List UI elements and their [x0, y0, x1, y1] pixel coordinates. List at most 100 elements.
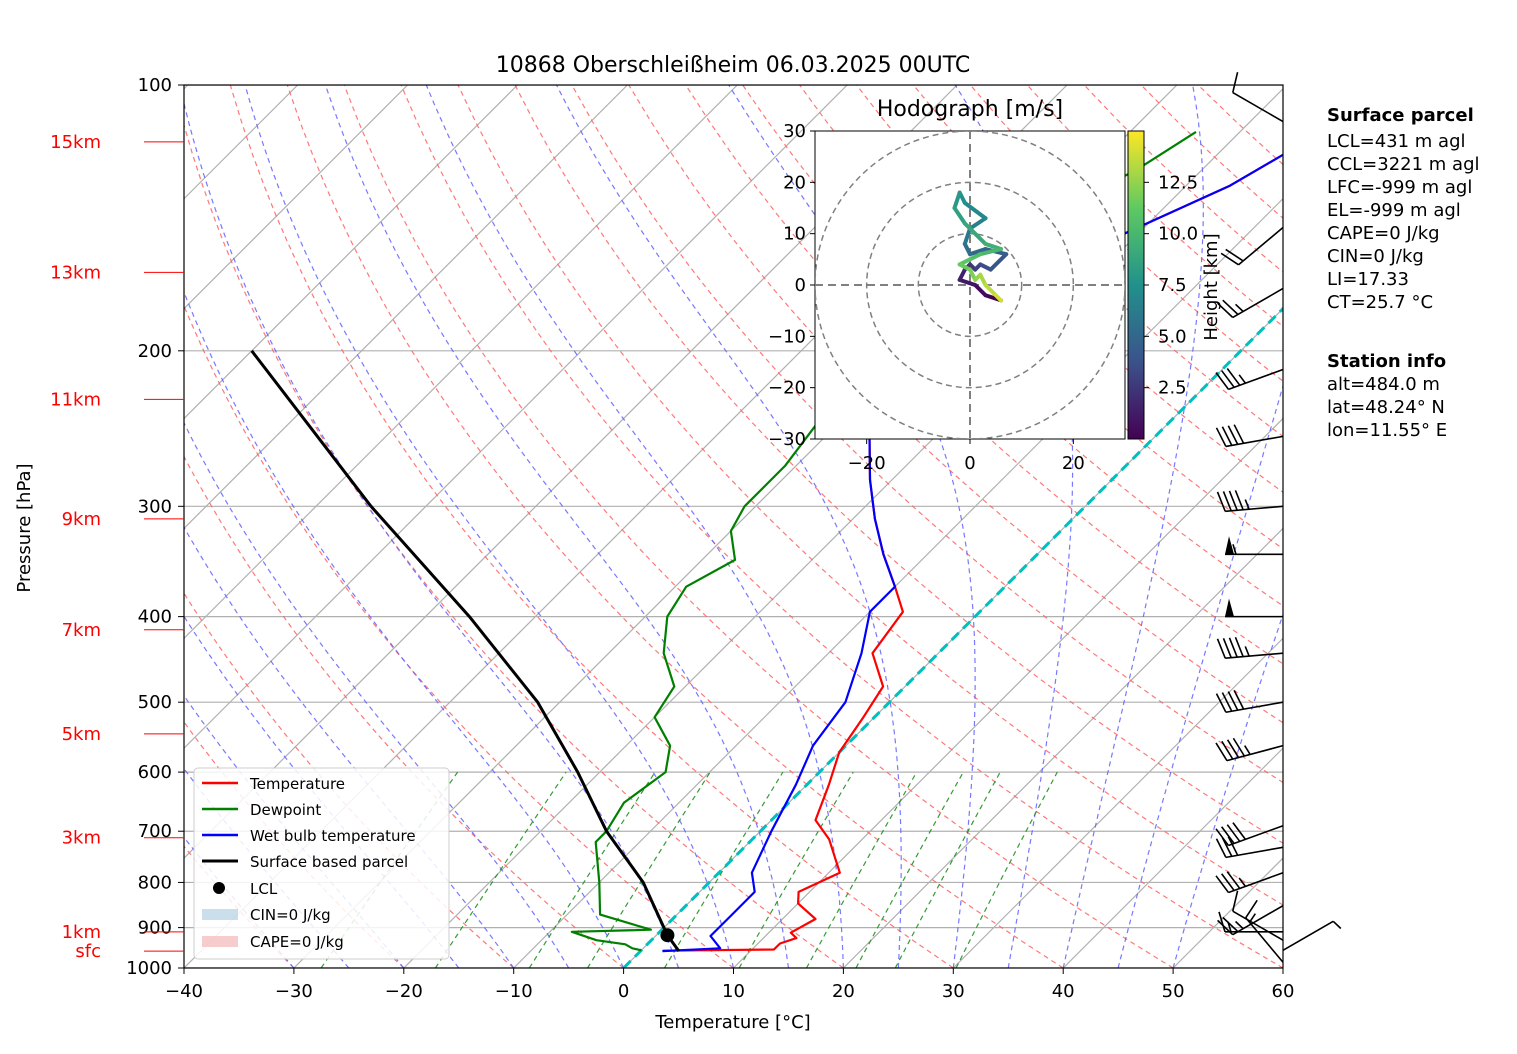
surface-parcel-line: CIN=0 J/kg	[1327, 246, 1424, 267]
dry-adiabat	[184, 123, 844, 968]
barb-half	[1238, 374, 1247, 384]
legend-lcl-marker	[213, 882, 225, 894]
isotherm-line	[184, 85, 738, 640]
station-info-line: alt=484.0 m	[1327, 374, 1440, 395]
barb-staff	[1232, 910, 1284, 941]
hodograph-segment	[962, 221, 988, 246]
wind-barb	[1225, 598, 1283, 618]
dry-adiabat	[457, 85, 1283, 906]
barb-full	[1231, 72, 1239, 93]
wind-barb	[1220, 226, 1284, 266]
legend-parcel-label: Surface based parcel	[250, 853, 408, 871]
barb-full	[1218, 911, 1226, 933]
barb-staff	[1245, 917, 1284, 963]
barb-half	[1244, 499, 1250, 510]
hodograph-segment	[988, 252, 1009, 272]
surface-based-parcel-line	[250, 349, 681, 952]
colorbar-tick-label: 12.5	[1158, 172, 1198, 193]
wind-barb	[1225, 536, 1283, 556]
barb-full	[1222, 638, 1232, 658]
x-tick-label: −20	[385, 981, 423, 1002]
barb-staff	[1225, 846, 1284, 859]
isotherm-line	[842, 527, 1283, 968]
dry-adiabat	[184, 720, 405, 968]
legend-cape-swatch	[202, 936, 238, 947]
barb-half	[1232, 544, 1237, 555]
barb-full	[1215, 427, 1227, 447]
isotherm-line	[513, 197, 1283, 968]
mixing-ratio-line	[955, 771, 1058, 968]
wind-barb	[1215, 368, 1284, 391]
isotherm-line	[184, 85, 848, 750]
x-tick-label: −40	[165, 981, 203, 1002]
isotherm-line	[184, 85, 409, 310]
legend-frame	[193, 767, 450, 960]
barb-full	[1231, 890, 1239, 912]
hodograph-segment	[957, 277, 978, 287]
barb-full	[1234, 490, 1244, 511]
colorbar-tick-label: 2.5	[1158, 378, 1187, 399]
hodograph-title: Hodograph [m/s]	[877, 97, 1063, 122]
hodograph-y-tick-label: 10	[783, 224, 806, 245]
dry-adiabat	[343, 85, 1174, 968]
barb-half	[1332, 920, 1342, 930]
barb-full	[1221, 692, 1233, 712]
height-label: 5km	[62, 724, 101, 745]
surface-parcel-line: LCL=431 m agl	[1327, 131, 1466, 152]
barb-staff	[1225, 505, 1284, 513]
dry-adiabat	[184, 455, 624, 968]
x-tick-label: −10	[495, 981, 533, 1002]
x-tick-label: 10	[722, 981, 745, 1002]
y-tick-label: 500	[138, 692, 172, 713]
barb-half	[1244, 646, 1250, 657]
x-tick-label: −30	[275, 981, 313, 1002]
moist-adiabat	[1117, 383, 1283, 968]
side-panel: Surface parcel LCL=431 m agl CCL=3221 m …	[1327, 105, 1480, 441]
barb-full	[1216, 491, 1226, 512]
barb-full	[1220, 252, 1240, 266]
barb-full	[1215, 693, 1227, 713]
freezing-line	[622, 306, 1283, 968]
barb-full	[1232, 822, 1247, 840]
x-tick-label: 50	[1162, 981, 1185, 1002]
surface-parcel-line: CT=25.7 °C	[1327, 292, 1433, 313]
hodograph: Hodograph [m/s] −30 −20 −10 0 10 20 30 −20 0 20 H…	[768, 97, 1222, 474]
barb-full	[1228, 490, 1238, 511]
height-label: 13km	[50, 262, 101, 283]
hodograph-y-tick-label: −30	[768, 429, 806, 450]
mixing-ratio-line	[586, 771, 711, 968]
height-label: 1km	[62, 922, 101, 943]
colorbar-tick-label: 7.5	[1158, 275, 1187, 296]
colorbar-tick-label: 10.0	[1158, 224, 1198, 245]
barb-full	[1226, 824, 1241, 842]
barb-half	[1243, 745, 1251, 755]
hodograph-x-tick-label: 20	[1062, 453, 1085, 474]
hodograph-colorbar-label: Height [km]	[1201, 233, 1222, 340]
barb-full	[1222, 491, 1232, 512]
hodograph-segment	[973, 283, 988, 298]
y-tick-label: 400	[138, 607, 172, 628]
dry-adiabat	[514, 85, 1283, 844]
hodograph-colorbar	[1127, 130, 1145, 440]
y-tick-label: 200	[138, 341, 172, 362]
barb-staff	[1238, 226, 1284, 266]
hodograph-y-tick-label: 20	[783, 172, 806, 193]
chart-title: 10868 Oberschleißheim 06.03.2025 00UTC	[496, 53, 971, 78]
barb-full	[1227, 691, 1239, 711]
height-label: 11km	[50, 389, 101, 410]
barb-staff	[1232, 904, 1284, 936]
y-axis-label: Pressure [hPa]	[14, 463, 35, 592]
y-tick-label: 100	[138, 75, 172, 96]
barb-full	[1221, 740, 1234, 760]
barb-full	[1216, 638, 1226, 659]
barb-full	[1221, 370, 1235, 388]
barb-full	[1215, 838, 1227, 858]
height-label: 15km	[50, 132, 101, 153]
wind-barb	[1215, 424, 1284, 448]
hodograph-segment	[952, 190, 962, 210]
hodograph-segment	[962, 226, 972, 246]
station-info-line: lat=48.24° N	[1327, 397, 1445, 418]
dry-adiabat	[286, 85, 1064, 968]
barb-full	[1221, 426, 1233, 446]
